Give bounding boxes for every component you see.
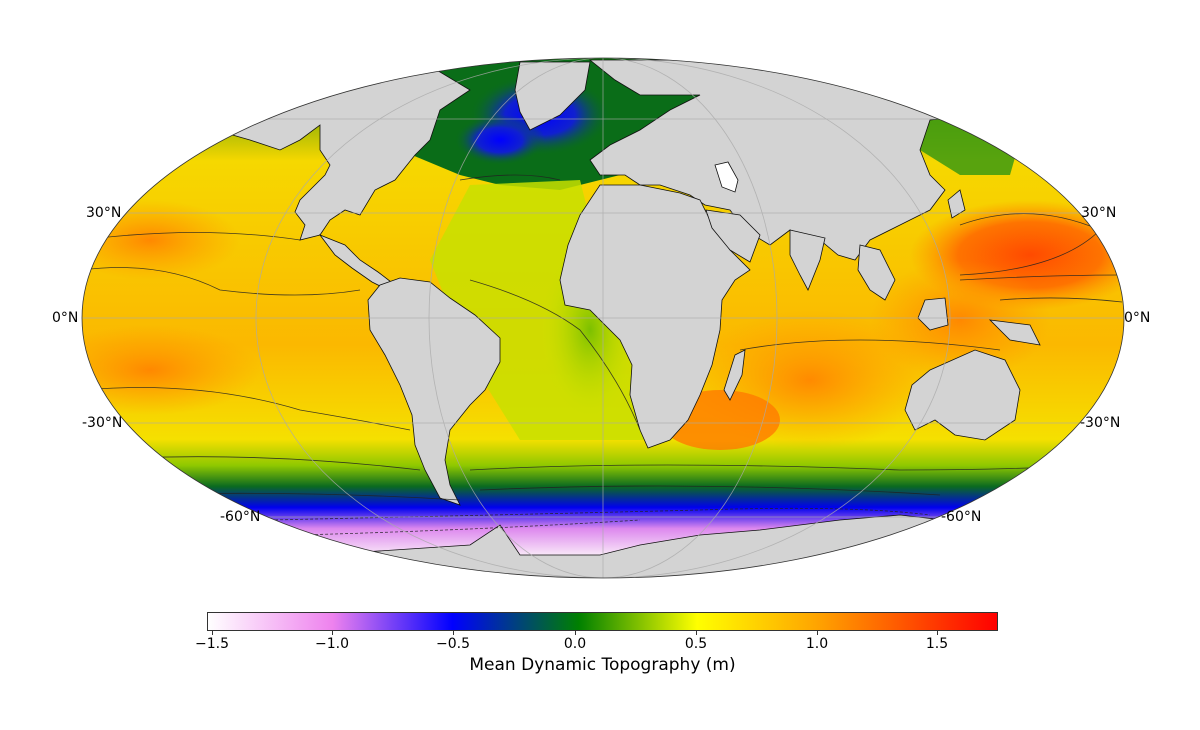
colorbar-tick-label: 0.5 — [684, 636, 708, 652]
lat-label-left-m60n: -60°N — [220, 509, 261, 525]
colorbar-tick-label: 0.0 — [563, 636, 587, 652]
lat-label-left-30n: 30°N — [86, 205, 122, 221]
colorbar-tick — [696, 631, 697, 635]
colorbar-tick-label: −1.5 — [195, 636, 229, 652]
colorbar-tick — [212, 631, 213, 635]
colorbar-tick-label: −0.5 — [436, 636, 470, 652]
colorbar-tick — [817, 631, 818, 635]
colorbar-tick — [937, 631, 938, 635]
colorbar-title: Mean Dynamic Topography (m) — [469, 655, 736, 675]
mollweide-map — [81, 57, 1125, 579]
colorbar — [207, 612, 998, 631]
lat-label-left-0n: 0°N — [52, 310, 79, 326]
graticule — [82, 58, 1124, 578]
colorbar-tick-label: 1.5 — [925, 636, 949, 652]
colorbar-tick-label: 1.0 — [805, 636, 829, 652]
colorbar-tick-label: −1.0 — [315, 636, 349, 652]
ocean-field — [82, 58, 1124, 578]
lat-label-left-m30n: -30°N — [82, 415, 123, 431]
lat-label-right-m60n: -60°N — [941, 509, 982, 525]
colorbar-tick — [453, 631, 454, 635]
colorbar-tick — [575, 631, 576, 635]
lat-label-right-m30n: -30°N — [1080, 415, 1121, 431]
colorbar-tick — [332, 631, 333, 635]
lat-label-right-30n: 30°N — [1081, 205, 1117, 221]
lat-label-right-0n: 0°N — [1124, 310, 1151, 326]
map-border — [81, 57, 1125, 579]
